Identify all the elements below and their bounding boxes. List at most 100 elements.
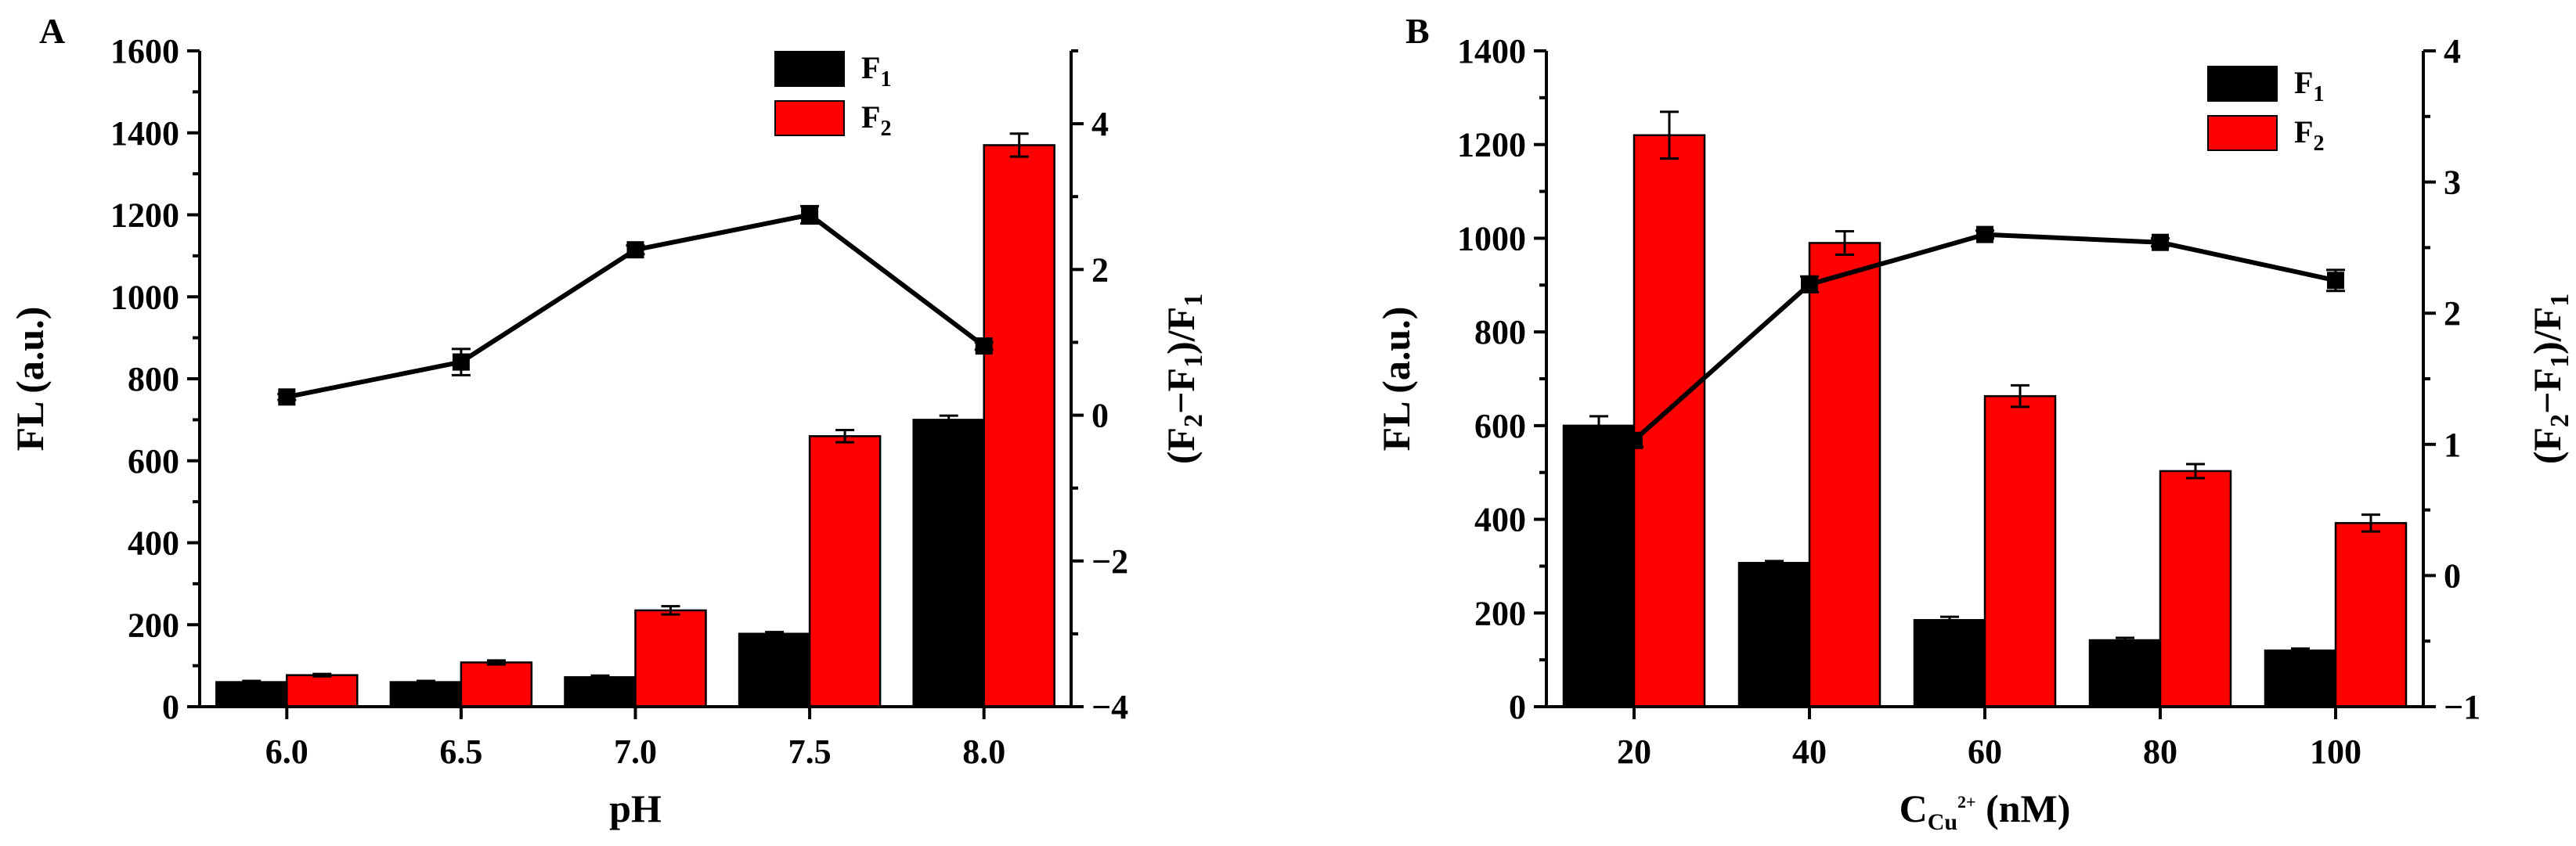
bar-f1-60 — [1913, 619, 1986, 708]
legend-label: F1 — [2294, 65, 2324, 106]
text-segment: F — [861, 50, 880, 85]
text-segment: 1 — [880, 67, 891, 92]
y-tick-label: 800 — [1474, 313, 1526, 351]
bar-f1-7.5 — [738, 632, 811, 708]
x-tick-label: 60 — [1968, 733, 2002, 771]
x-axis-title: pH — [609, 787, 662, 830]
y2-tick-label: 4 — [1091, 105, 1109, 143]
ratio-point-20 — [1625, 431, 1643, 449]
legend-swatch-f1 — [774, 51, 845, 87]
text-segment: F — [2294, 114, 2313, 149]
y-tick-label: 1000 — [1457, 219, 1526, 257]
text-segment: −F — [1159, 368, 1203, 414]
bar-f1-6.5 — [389, 681, 463, 708]
bar-f1-80 — [2088, 639, 2162, 708]
bar-f1-40 — [1737, 561, 1811, 708]
bar-f1-8.0 — [912, 419, 985, 708]
ratio-point-100 — [2327, 272, 2344, 290]
y2-tick-label: 0 — [1091, 397, 1109, 435]
legend-swatch-f1 — [2207, 66, 2278, 102]
text-segment: 1 — [1179, 293, 1208, 307]
x-tick-label: 6.0 — [265, 733, 308, 771]
y-tick-label: 600 — [1474, 407, 1526, 445]
text-segment: )/F — [1159, 307, 1203, 355]
y2-tick-label: 2 — [2444, 294, 2461, 333]
text-segment: 1 — [2545, 293, 2574, 307]
text-segment: F — [2294, 65, 2313, 100]
y2-tick-label: −2 — [1091, 542, 1128, 581]
y-tick-label: 1200 — [110, 196, 179, 235]
bar-f2-7.0 — [634, 609, 707, 708]
y2-axis-title: (F2−F1)/F1 — [1159, 293, 1208, 464]
y-tick-label: 200 — [1474, 594, 1526, 632]
text-segment: 2 — [2545, 414, 2574, 427]
bar-f2-40 — [1808, 242, 1881, 708]
bar-f2-60 — [1983, 394, 2057, 708]
ratio-point-80 — [2152, 233, 2169, 251]
y-tick-label: 600 — [128, 442, 179, 481]
ratio-point-6.0 — [278, 388, 296, 406]
y-tick-label: 0 — [162, 688, 179, 726]
panel-label: B — [1405, 11, 1430, 51]
text-segment: 1 — [2313, 82, 2324, 106]
y2-tick-label: 2 — [1091, 250, 1109, 289]
bar-f2-80 — [2159, 470, 2232, 708]
bar-f2-6.0 — [286, 674, 359, 708]
y2-tick-label: 1 — [2444, 426, 2461, 464]
text-segment: C — [1900, 787, 1928, 830]
y-tick-label: 800 — [128, 360, 179, 398]
y-tick-label: 1200 — [1457, 126, 1526, 164]
y-tick-label: 200 — [128, 606, 179, 644]
y-tick-label: 400 — [128, 524, 179, 563]
bar-f2-7.5 — [808, 435, 882, 708]
y-tick-label: 1000 — [110, 278, 179, 316]
ratio-point-6.5 — [452, 353, 470, 371]
bar-f2-20 — [1633, 134, 1706, 708]
text-segment: (nM) — [1976, 787, 2071, 830]
ratio-point-7.5 — [801, 206, 819, 224]
y-tick-label: 400 — [1474, 501, 1526, 539]
text-segment: F — [861, 99, 880, 135]
bar-f2-6.5 — [460, 661, 533, 708]
y2-tick-label: 0 — [2444, 556, 2461, 595]
text-segment: −F — [2525, 368, 2569, 414]
legend-label: F2 — [861, 99, 891, 141]
x-tick-label: 7.5 — [788, 733, 832, 771]
text-segment: Cu — [1928, 809, 1957, 835]
x-tick-label: 6.5 — [439, 733, 482, 771]
text-segment: (F — [2525, 427, 2569, 464]
x-tick-label: 80 — [2143, 733, 2177, 771]
x-tick-label: 8.0 — [962, 733, 1005, 771]
text-segment: 2 — [2313, 131, 2324, 156]
bar-f2-8.0 — [983, 144, 1055, 708]
legend-swatch-f2 — [2207, 115, 2278, 151]
text-segment: 1 — [2545, 355, 2574, 368]
x-tick-label: 20 — [1617, 733, 1651, 771]
legend-swatch-f2 — [774, 100, 845, 136]
legend-label: F1 — [861, 50, 891, 92]
y-tick-label: 1400 — [1457, 32, 1526, 70]
x-axis-title: CCu2+ (nM) — [1900, 787, 2071, 835]
ratio-point-7.0 — [626, 241, 644, 259]
bar-f2-100 — [2334, 522, 2408, 708]
chart-panel-a: A 0 200 400 600 800 1000 1200 1400 1600 −4 −2 0 2 4 6.0… — [8, 11, 1208, 830]
y-axis-title: FL (a.u.) — [1374, 307, 1418, 452]
bar-f1-100 — [2264, 649, 2337, 708]
y2-axis-title: (F2−F1)/F1 — [2525, 293, 2574, 464]
text-segment: 2 — [1179, 414, 1208, 427]
ratio-point-40 — [1801, 275, 1818, 293]
y-tick-label: 1400 — [110, 114, 179, 153]
ratio-point-60 — [1976, 225, 1993, 243]
bar-f1-20 — [1562, 424, 1636, 708]
y2-tick-label: −1 — [2444, 688, 2480, 726]
y2-tick-label: 3 — [2444, 164, 2461, 202]
ratio-point-8.0 — [975, 337, 993, 355]
bar-f1-6.0 — [215, 681, 288, 708]
text-segment: 2+ — [1957, 792, 1976, 812]
text-segment: 1 — [1179, 355, 1208, 368]
y2-tick-label: 4 — [2444, 32, 2461, 70]
y-tick-label: 0 — [1509, 688, 1526, 726]
bar-f1-7.0 — [564, 676, 637, 708]
legend-label: F2 — [2294, 114, 2324, 156]
y-tick-label: 1600 — [110, 32, 179, 70]
